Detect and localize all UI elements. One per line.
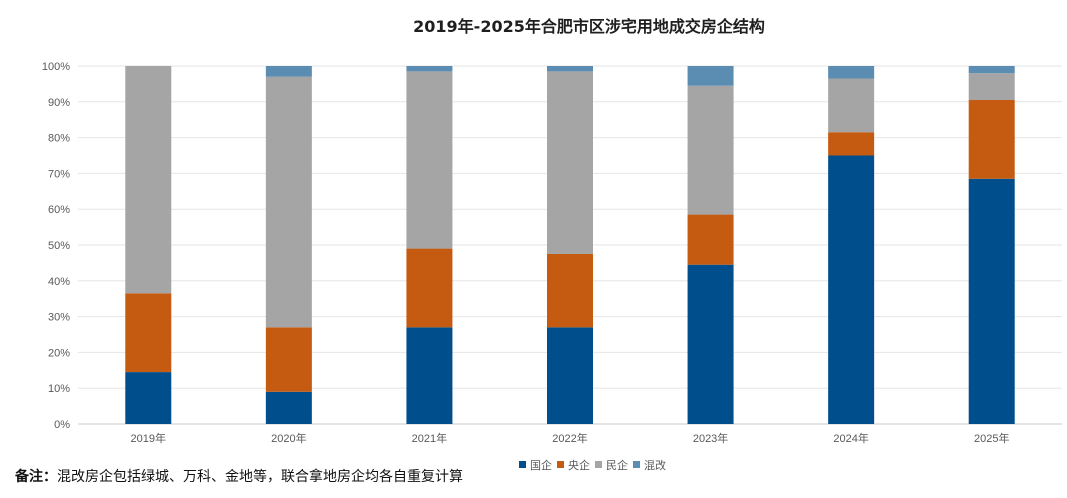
bar-segment xyxy=(828,78,875,133)
x-tick-label: 2020年 xyxy=(271,431,306,445)
y-tick-label: 50% xyxy=(48,240,70,252)
bar-segment xyxy=(968,66,1015,74)
x-tick-label: 2019年 xyxy=(131,431,166,445)
bar-segment xyxy=(265,391,312,424)
x-axis: 2019年 2020年 2021年 2022年 2023年 2024年 2025年 xyxy=(131,431,1010,445)
x-tick-label: 2023年 xyxy=(693,431,728,445)
legend-swatch xyxy=(557,461,564,468)
bar-segment xyxy=(406,66,453,72)
bar-segment xyxy=(547,66,593,72)
bar-segment xyxy=(406,71,453,249)
x-tick-label: 2025年 xyxy=(974,431,1009,445)
bar-segment xyxy=(828,132,875,156)
bar-segment xyxy=(968,178,1015,424)
footnote: 备注：混改房企包括绿城、万科、金地等，联合拿地房企均各自重复计算 xyxy=(15,466,463,486)
bar-segment xyxy=(265,66,312,77)
footnote-text: 混改房企包括绿城、万科、金地等，联合拿地房企均各自重复计算 xyxy=(57,469,463,485)
legend-swatch xyxy=(595,461,602,468)
y-tick-label: 70% xyxy=(48,168,70,180)
bars xyxy=(125,66,1015,424)
bar-segment xyxy=(687,66,734,86)
bar-segment xyxy=(547,253,593,328)
y-tick-label: 10% xyxy=(48,383,70,395)
bar-segment xyxy=(828,66,875,79)
y-tick-label: 30% xyxy=(48,312,70,324)
bar-segment xyxy=(968,100,1015,179)
x-tick-label: 2021年 xyxy=(412,431,447,445)
footnote-label: 备注： xyxy=(15,469,57,485)
y-tick-label: 0% xyxy=(54,419,70,431)
bar-segment xyxy=(125,372,172,424)
y-tick-label: 100% xyxy=(42,61,70,73)
legend: 国企 央企 民企 混改 xyxy=(519,458,666,472)
y-tick-label: 80% xyxy=(48,133,70,145)
bar-segment xyxy=(968,73,1015,101)
legend-swatch xyxy=(519,461,526,468)
bar-segment xyxy=(265,76,312,328)
y-axis: 0% 10% 20% 30% 40% 50% 60% 70% 80% 90% 100% xyxy=(42,61,70,431)
x-tick-label: 2024年 xyxy=(833,431,868,445)
bar-segment xyxy=(125,66,172,294)
bar-segment xyxy=(547,327,593,424)
y-tick-label: 40% xyxy=(48,276,70,288)
legend-label: 混改 xyxy=(644,458,666,472)
bar-segment xyxy=(265,327,312,392)
bar-segment xyxy=(125,293,172,373)
bar-segment xyxy=(687,214,734,265)
bar-segment xyxy=(687,264,734,424)
y-tick-label: 60% xyxy=(48,204,70,216)
y-tick-label: 20% xyxy=(48,347,70,359)
legend-swatch xyxy=(633,461,640,468)
bar-segment xyxy=(406,327,453,424)
y-tick-label: 90% xyxy=(48,97,70,109)
bar-segment xyxy=(687,85,734,215)
legend-label: 国企 xyxy=(530,458,552,472)
bar-segment xyxy=(547,71,593,254)
x-tick-label: 2022年 xyxy=(552,431,587,445)
bar-segment xyxy=(406,248,453,328)
legend-label: 民企 xyxy=(606,458,628,472)
legend-label: 央企 xyxy=(568,458,590,472)
bar-segment xyxy=(828,155,875,424)
chart-title: 2019年-2025年合肥市区涉宅用地成交房企结构 xyxy=(413,17,765,36)
